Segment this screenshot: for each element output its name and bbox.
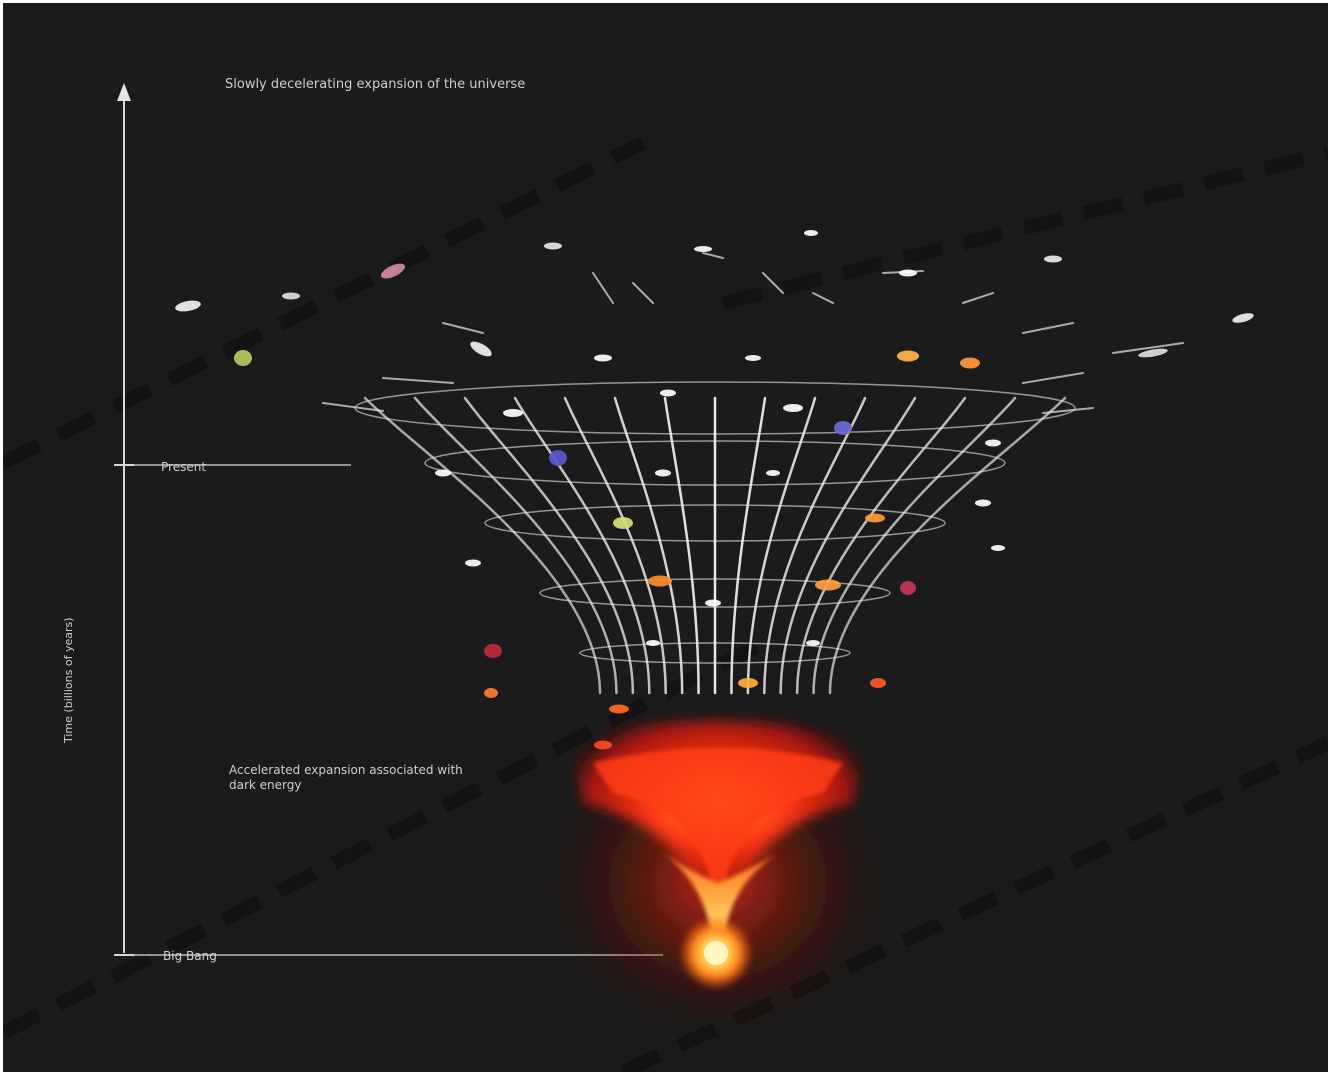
galaxy-icon	[609, 704, 629, 714]
grid-dash	[322, 402, 384, 412]
up-arrow-icon	[117, 83, 131, 101]
galaxy-icon	[1232, 313, 1254, 323]
dark-energy-note: Accelerated expansion associated with da…	[229, 763, 463, 792]
galaxy-icon	[985, 439, 1001, 447]
galaxy-icon	[503, 409, 523, 417]
grid-meridian	[613, 396, 684, 695]
big-bang-glow	[548, 720, 888, 1033]
galaxy-icon	[594, 354, 612, 362]
galaxy-icon	[655, 469, 671, 477]
galaxy-icon	[705, 599, 721, 607]
galaxy-icon	[1044, 255, 1062, 263]
galaxy-icon	[870, 678, 886, 688]
grid-meridian	[828, 396, 1067, 695]
galaxy-icon	[234, 350, 252, 366]
present-label: Present	[161, 460, 207, 474]
galaxy-icon	[900, 581, 916, 595]
galaxy-icon	[960, 357, 980, 369]
galaxy-icon	[465, 559, 481, 567]
galaxy-icon	[815, 579, 841, 591]
grid-dash	[442, 322, 484, 334]
grid-ring	[484, 504, 946, 542]
galaxy-icon	[484, 688, 498, 698]
grid-dash	[762, 272, 784, 294]
galaxy-icon	[806, 640, 820, 646]
galaxy-icon	[834, 421, 852, 435]
grid-dash	[962, 292, 994, 304]
galaxy-icon	[1138, 348, 1168, 358]
galaxy-icon	[897, 350, 919, 362]
galaxy-icon	[613, 517, 633, 529]
grid-meridian	[746, 396, 817, 695]
galaxy-field	[175, 230, 1254, 750]
galaxy-icon	[380, 263, 406, 279]
time-axis-label: Time (billions of years)	[62, 617, 75, 743]
galaxy-icon	[175, 300, 201, 312]
expansion-grid	[322, 252, 1184, 695]
grid-dash	[702, 252, 724, 259]
galaxy-icon	[544, 242, 562, 250]
grid-meridian	[730, 396, 767, 695]
galaxy-icon	[766, 470, 780, 476]
grid-meridian	[513, 396, 651, 695]
grid-ring	[579, 642, 851, 664]
grid-dash	[1112, 342, 1184, 354]
galaxy-icon	[648, 575, 672, 587]
grid-ring	[539, 578, 891, 608]
grid-meridian	[363, 396, 602, 695]
grid-dash	[1022, 372, 1084, 384]
galaxy-icon	[975, 499, 991, 507]
galaxy-icon	[549, 450, 567, 466]
galaxy-icon	[738, 678, 758, 688]
grid-dash	[632, 282, 654, 304]
grid-meridian	[779, 396, 917, 695]
grid-dash	[1022, 322, 1074, 334]
galaxy-icon	[804, 230, 818, 236]
galaxy-icon	[783, 404, 803, 412]
grid-dash	[1042, 407, 1094, 414]
galaxy-icon	[660, 389, 676, 397]
galaxy-icon	[646, 640, 660, 646]
diagram-frame: Slowly decelerating expansion of the uni…	[3, 3, 1328, 1072]
galaxy-icon	[745, 355, 761, 361]
diagram-title: Slowly decelerating expansion of the uni…	[225, 77, 526, 92]
galaxy-icon	[594, 740, 612, 750]
grid-meridian	[663, 396, 700, 695]
grid-meridian	[763, 396, 867, 695]
galaxy-icon	[694, 246, 712, 252]
galaxy-icon	[435, 469, 451, 477]
grid-dash	[382, 377, 454, 384]
galaxy-icon	[282, 292, 300, 300]
galaxy-icon	[865, 513, 885, 523]
galaxy-icon	[991, 545, 1005, 551]
grid-dash	[592, 272, 614, 304]
galaxy-icon	[899, 269, 917, 277]
big-bang-label: Big Bang	[163, 949, 217, 963]
expansion-diagram	[3, 83, 1328, 1072]
grid-dash	[812, 292, 834, 304]
galaxy-icon	[470, 341, 492, 357]
inflation-cone	[663, 853, 778, 933]
grid-ring	[424, 440, 1006, 486]
galaxy-icon	[484, 644, 502, 658]
